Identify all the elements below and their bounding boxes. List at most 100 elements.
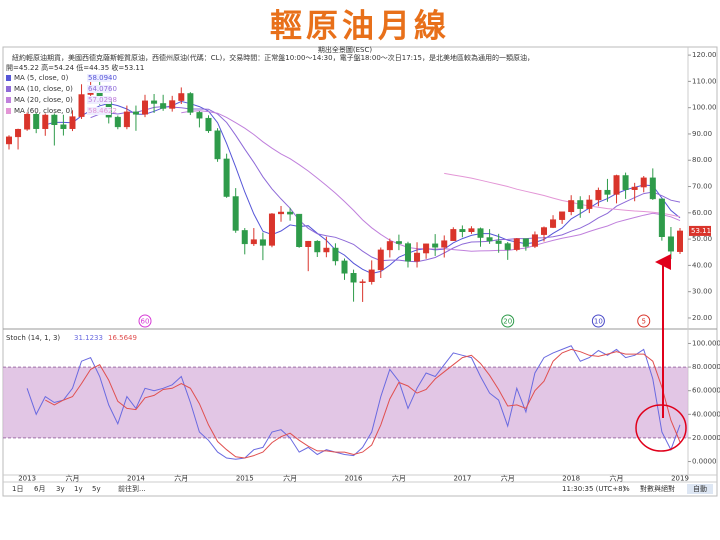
x-tick-label: 2015 [236, 475, 254, 483]
toolbar-button[interactable]: 前往到... [118, 484, 146, 493]
last-price: 53.11 [691, 227, 711, 235]
candle-body [468, 228, 475, 232]
candle-body [377, 249, 384, 271]
candle-body [151, 100, 158, 104]
candle-body [577, 200, 584, 209]
x-tick-label: 六月 [283, 474, 297, 483]
chart-frame [2, 46, 718, 497]
candle-body [613, 175, 620, 195]
y-tick-label: 80.0000 [692, 363, 720, 371]
candle-body [404, 243, 411, 262]
last-price-box [689, 225, 711, 236]
legend-value-bg [87, 107, 111, 115]
y-tick-label: 90.00 [692, 130, 712, 138]
candle-body [395, 241, 402, 244]
toolbar-button[interactable]: 1y [74, 485, 83, 493]
ma-line [45, 100, 681, 275]
x-tick-label: 六月 [610, 474, 624, 483]
legend-value-bg [87, 74, 111, 82]
y-tick-label: 0.0000 [692, 458, 717, 466]
marker [138, 314, 152, 328]
toolbar-button[interactable]: 6月 [34, 485, 45, 493]
candle-body [296, 213, 303, 247]
legend-swatch [6, 97, 11, 103]
stoch-line [26, 345, 681, 460]
legend-label: MA (20, close, 0) [14, 96, 73, 104]
band [3, 367, 688, 438]
candle-body [24, 113, 31, 130]
toolbar-button[interactable]: 1日 [12, 485, 23, 493]
ma-line [444, 172, 681, 218]
y-tick-label: 110.00 [692, 77, 717, 85]
y-tick-label: 40.00 [692, 261, 712, 269]
candle-body [540, 227, 547, 235]
candle-body [214, 130, 221, 160]
legend-value: 57.0298 [88, 96, 117, 104]
toolbar-button[interactable]: 5y [92, 485, 101, 493]
marker-label: 5 [641, 318, 645, 326]
page-title: 輕原油月線 [270, 7, 450, 45]
candle-body [42, 114, 49, 129]
marker [591, 314, 605, 328]
candle-body [559, 211, 566, 220]
toolbar-button[interactable]: 自動 [693, 484, 707, 493]
toolbar-button[interactable]: % [623, 485, 630, 493]
candle-body [586, 199, 593, 209]
toolbar-button[interactable]: 3y [56, 485, 65, 493]
candle-body [51, 114, 58, 126]
candle-body [631, 186, 638, 190]
candle-body [640, 177, 647, 188]
x-tick-label: 2013 [18, 475, 36, 483]
legend-value: 58.0940 [88, 74, 117, 82]
legend-label: MA (60, close, 0) [14, 107, 73, 115]
y-tick-label: 120.00 [692, 51, 717, 59]
candle-body [550, 219, 557, 228]
legend-swatch [6, 108, 11, 114]
candle-body [314, 240, 321, 253]
candle-body [658, 198, 665, 237]
candle-body [287, 211, 294, 215]
candle-body [459, 229, 466, 232]
legend-swatch [6, 86, 11, 92]
candle-body [69, 116, 76, 129]
ma-line [90, 106, 681, 263]
candle-body [423, 243, 430, 254]
legend-swatch [6, 75, 11, 81]
y-tick-label: 20.00 [692, 314, 712, 322]
button-bg [687, 484, 713, 494]
candle-body [495, 240, 502, 244]
marker [501, 314, 515, 328]
x-tick-label: 六月 [65, 474, 79, 483]
candle-body [504, 243, 511, 250]
annotation-circle [635, 404, 687, 452]
x-tick-label: 六月 [174, 474, 188, 483]
stoch-value: 16.5649 [108, 334, 137, 342]
ohlc: 開=45.22 高=54.24 低=44.35 收=53.11 [6, 63, 144, 72]
candle-body [305, 240, 312, 247]
legend-label: MA (5, close, 0) [14, 74, 69, 82]
y-tick-label: 100.00 [692, 104, 717, 112]
stoch-line [45, 348, 681, 459]
toolbar-button[interactable]: 對數與絕對 [640, 484, 675, 493]
legend-value: 64.0760 [88, 85, 117, 93]
candle-body [142, 100, 149, 115]
candle-body [368, 269, 375, 282]
stoch-value: 31.1233 [74, 334, 103, 342]
candle-body [232, 196, 239, 231]
candle-body [123, 111, 130, 128]
candle-body [677, 230, 683, 252]
candle-body [60, 124, 67, 129]
marker-label: 20 [503, 318, 512, 326]
x-tick-label: 2014 [127, 475, 145, 483]
candle-body [595, 189, 602, 201]
candle-body [178, 93, 185, 101]
x-tick-label: 2017 [453, 475, 471, 483]
x-tick-label: 六月 [501, 474, 515, 483]
candle-body [15, 128, 22, 138]
candle-body [341, 260, 348, 274]
candle-body [450, 229, 457, 241]
y-tick-label: 30.00 [692, 288, 712, 296]
y-tick-label: 60.0000 [692, 387, 720, 395]
